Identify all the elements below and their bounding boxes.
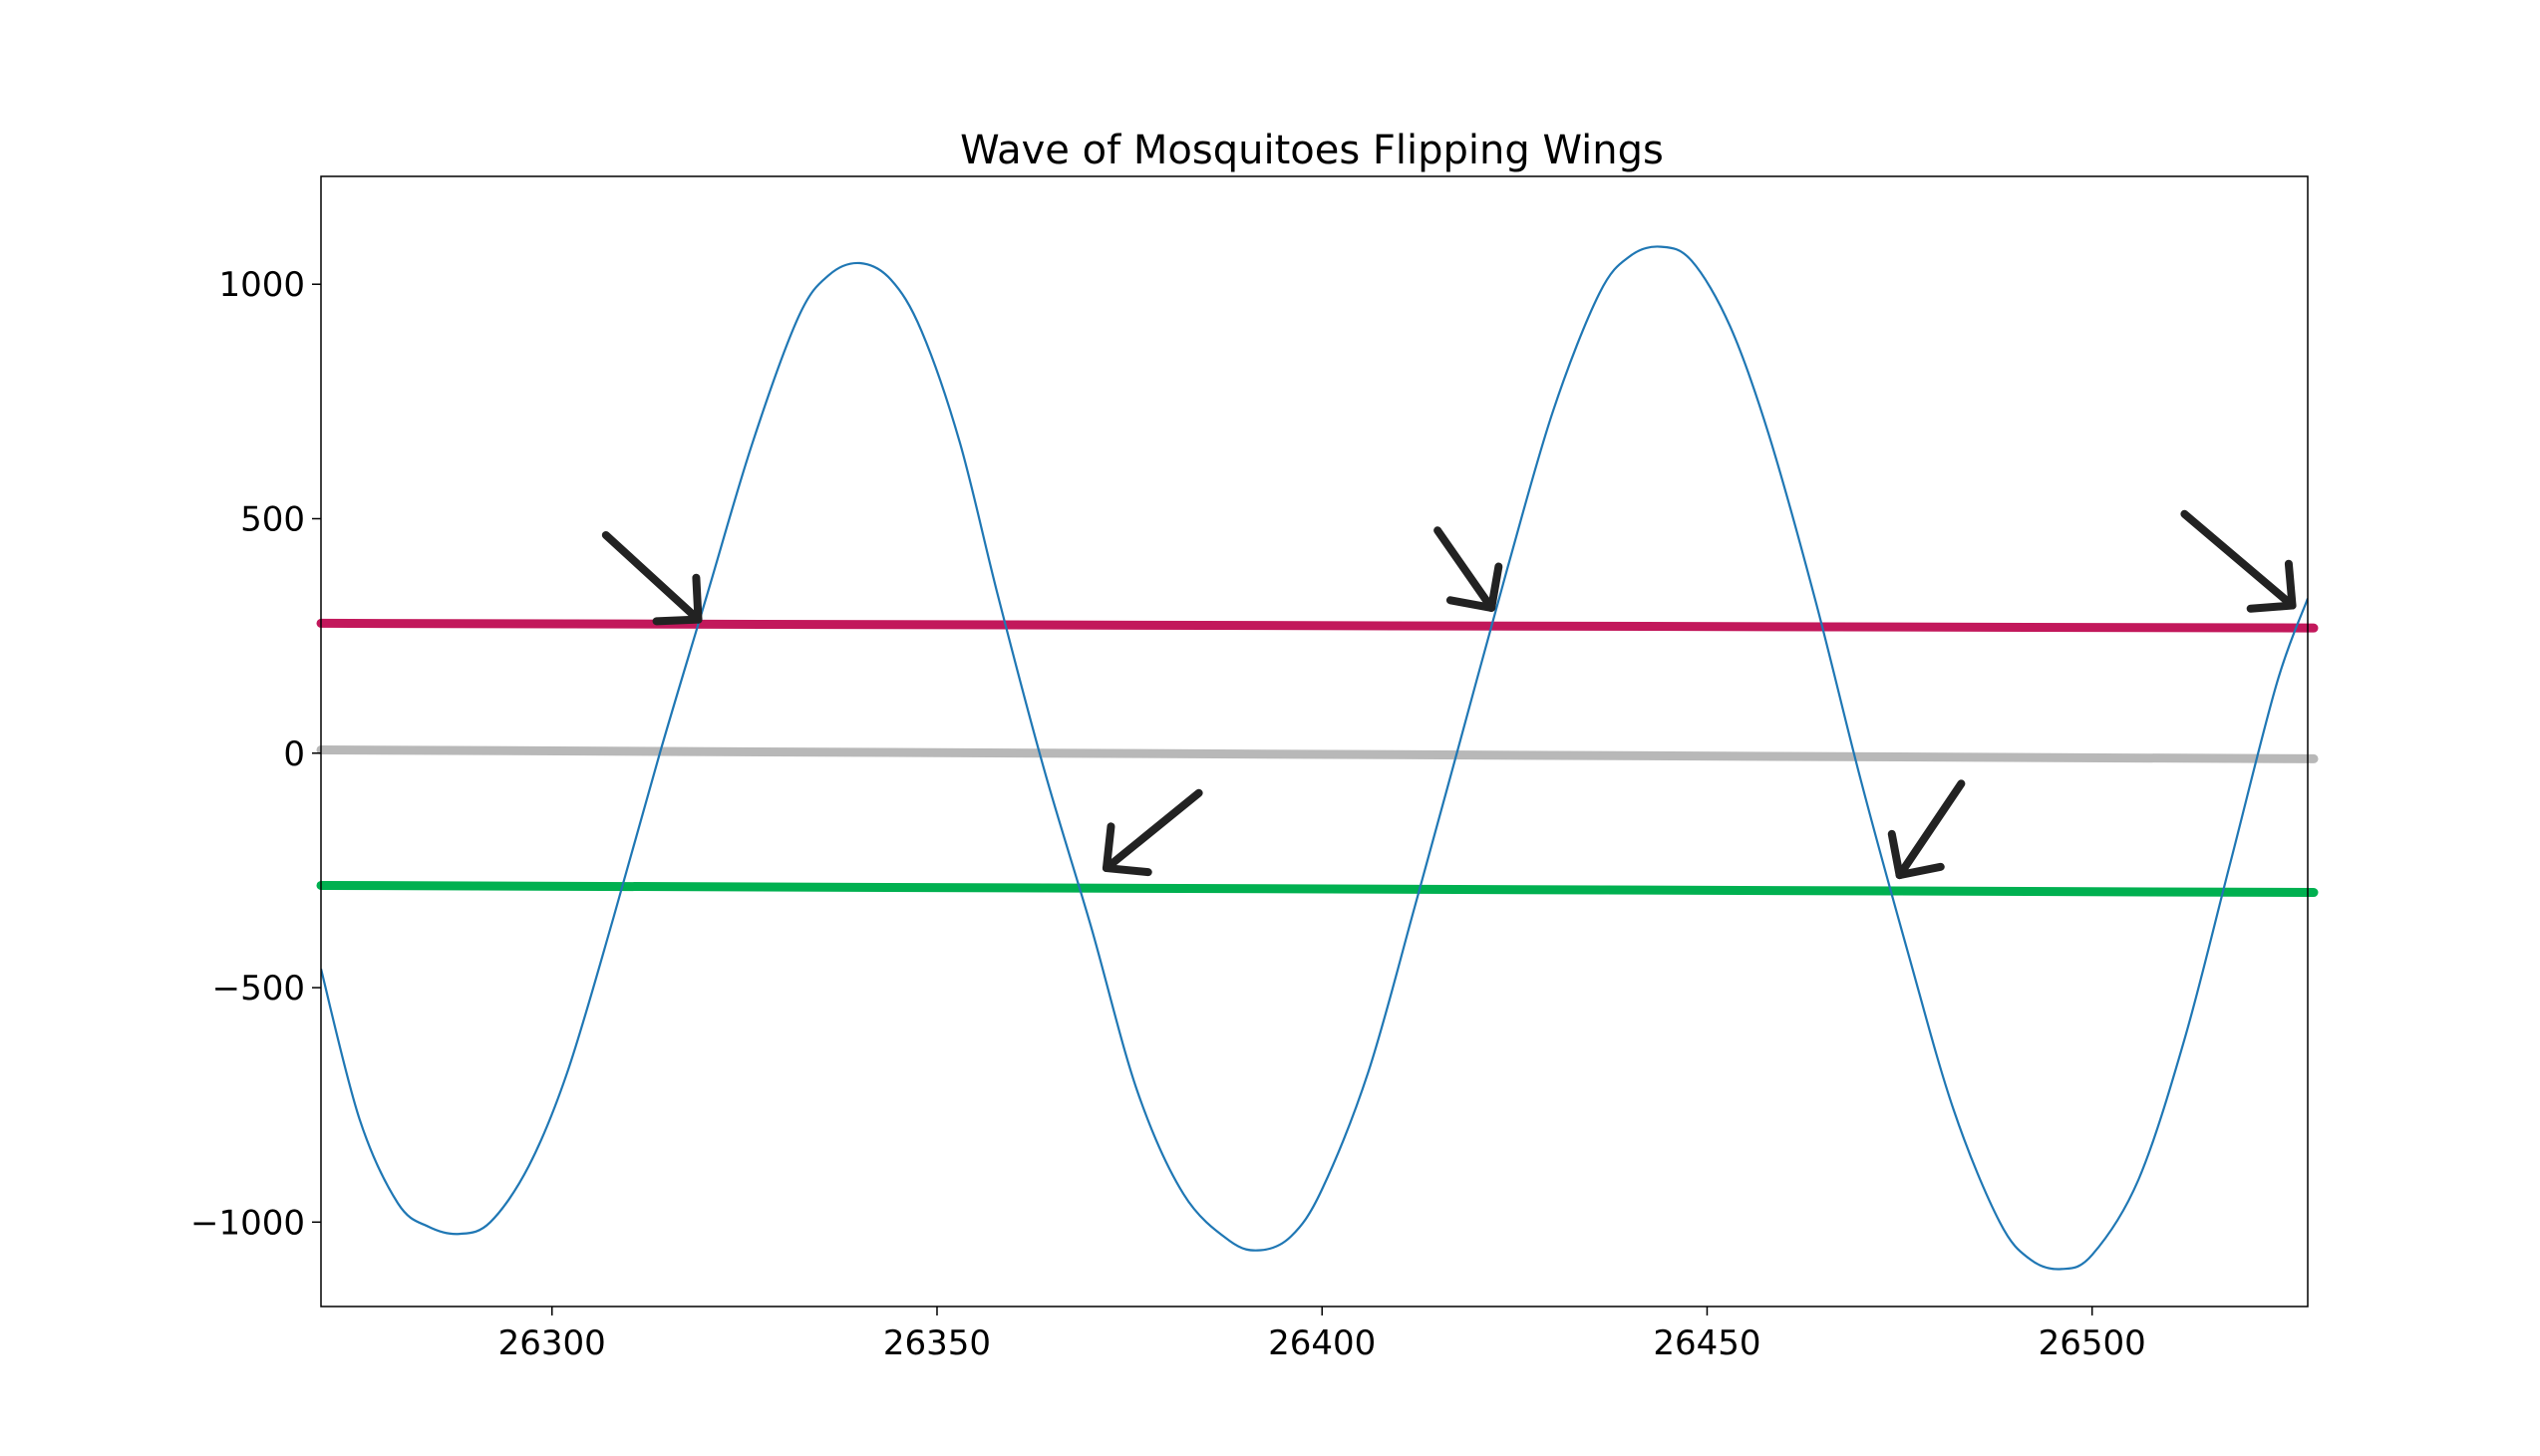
x-tick-label: 26350 <box>883 1323 991 1363</box>
annotation-arrow-2 <box>1102 788 1203 877</box>
x-axis: 26300 26350 26400 26450 26500 <box>498 1307 2146 1363</box>
annotation-arrow-5 <box>2180 509 2297 613</box>
annotation-arrow-3 <box>1433 526 1503 612</box>
x-tick-label: 26450 <box>1653 1323 1760 1363</box>
y-tick-label: 500 <box>240 499 305 539</box>
y-axis: 1000 500 0 −500 −1000 <box>190 265 321 1243</box>
arrow-head-stroke <box>2246 601 2297 613</box>
x-tick-label: 26500 <box>2039 1323 2146 1363</box>
x-tick-label: 26300 <box>498 1323 606 1363</box>
y-tick-label: −500 <box>212 969 305 1009</box>
series-layer <box>321 245 2308 1271</box>
reference-line-3 <box>316 880 2319 898</box>
annotation-arrows <box>601 509 2297 880</box>
y-tick-label: 0 <box>283 734 305 774</box>
arrow-head-stroke <box>1887 829 1904 880</box>
arrow-shaft <box>1433 526 1496 612</box>
arrow-head-stroke <box>1102 864 1152 877</box>
annotation-arrow-1 <box>601 530 703 626</box>
arrow-shaft <box>601 530 703 624</box>
arrow-head-stroke <box>1895 862 1945 880</box>
arrow-head-stroke <box>652 615 703 626</box>
reference-lines <box>316 618 2319 898</box>
reference-line-1 <box>316 618 2319 633</box>
annotation-arrow-4 <box>1887 779 1966 880</box>
arrow-shaft <box>1895 779 1966 880</box>
arrow-head-stroke <box>692 573 703 624</box>
y-tick-label: 1000 <box>218 265 305 305</box>
arrow-head-stroke <box>1445 596 1496 612</box>
plot-frame <box>320 175 2309 1308</box>
arrow-head-stroke <box>1487 562 1503 612</box>
chart-title: Wave of Mosquitoes Flipping Wings <box>960 128 1664 173</box>
reference-line-2 <box>316 744 2319 763</box>
arrow-head-stroke <box>1102 822 1115 873</box>
series-line-1 <box>321 245 2308 1271</box>
arrow-shaft <box>1102 788 1203 873</box>
x-tick-label: 26400 <box>1268 1323 1376 1363</box>
y-tick-label: −1000 <box>190 1203 305 1243</box>
arrow-shaft <box>2180 509 2297 610</box>
arrow-head-stroke <box>2284 559 2297 610</box>
